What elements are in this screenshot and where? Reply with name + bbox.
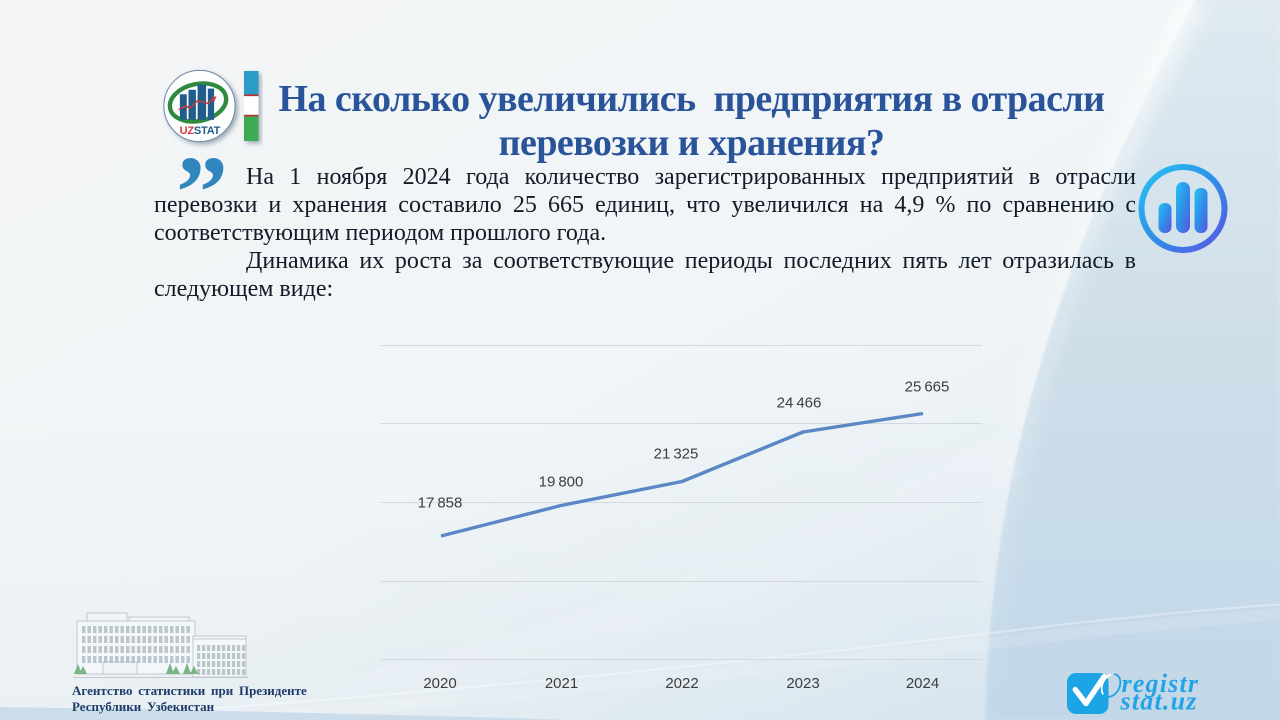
svg-text:UZSTAT: UZSTAT <box>180 125 221 137</box>
svg-text:24 466: 24 466 <box>777 394 822 411</box>
svg-text:25 665: 25 665 <box>905 379 950 396</box>
svg-text:2023: 2023 <box>786 675 819 692</box>
svg-text:registr: registr <box>1122 669 1200 698</box>
svg-text:19 800: 19 800 <box>539 474 584 491</box>
svg-text:21 325: 21 325 <box>654 446 699 463</box>
svg-text:2021: 2021 <box>545 675 578 692</box>
svg-text:2024: 2024 <box>906 675 939 692</box>
svg-text:2020: 2020 <box>423 675 456 692</box>
svg-text:stat.uz: stat.uz <box>1120 687 1198 716</box>
svg-text:17 858: 17 858 <box>418 495 463 512</box>
svg-text:2022: 2022 <box>665 675 698 692</box>
